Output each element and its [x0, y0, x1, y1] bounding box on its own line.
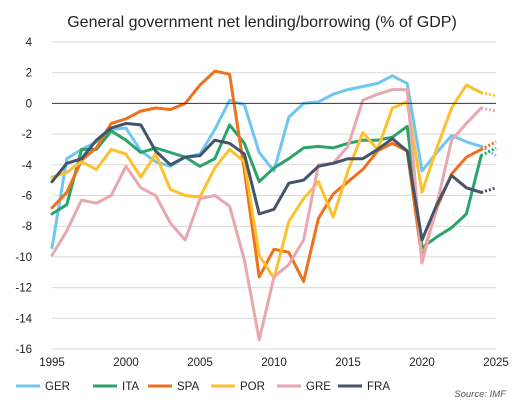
- y-tick-label: -14: [15, 313, 32, 325]
- x-tick-label: 2015: [335, 357, 361, 369]
- series-line-ita: [50, 123, 483, 250]
- grid-lines: [52, 41, 496, 350]
- series-projection-gre: [480, 106, 497, 113]
- y-axis: 4 2 0 -2 -4 -6 -8 -10 -12 -14 -16: [15, 37, 32, 356]
- x-tick-label: 2010: [261, 357, 287, 369]
- x-axis: 1995 2000 2005 2010 2015 2020 2025: [39, 357, 509, 369]
- y-tick-label: 2: [26, 68, 32, 80]
- legend-item-spa: SPA: [148, 381, 199, 393]
- legend-item-ger: GER: [16, 381, 70, 393]
- y-tick-label: 4: [26, 37, 33, 49]
- series-projection-spa: [480, 140, 497, 151]
- series-line-por: [50, 83, 483, 280]
- legend-label: GRE: [306, 381, 331, 393]
- legend-item-ita: ITA: [93, 381, 139, 393]
- legend-item-fra: FRA: [338, 381, 390, 393]
- source-note: Source: IMF: [454, 389, 507, 400]
- y-tick-label: -10: [15, 252, 32, 264]
- series-lines: [50, 69, 497, 342]
- legend-item-por: POR: [211, 381, 265, 393]
- y-tick-label: -4: [22, 160, 33, 172]
- y-tick-label: -2: [22, 129, 32, 141]
- series-projection-por: [480, 91, 497, 98]
- legend-label: ITA: [122, 381, 139, 393]
- chart-title: General government net lending/borrowing…: [67, 14, 457, 31]
- x-tick-label: 1995: [39, 357, 65, 369]
- y-tick-label: -12: [15, 283, 32, 295]
- series-line-ger: [50, 74, 483, 250]
- x-tick-label: 2000: [113, 357, 139, 369]
- legend-label: SPA: [177, 381, 199, 393]
- y-tick-label: -6: [22, 191, 32, 203]
- series-projection-ita: [480, 146, 497, 157]
- y-tick-label: 0: [26, 98, 32, 110]
- legend-label: POR: [240, 381, 265, 393]
- x-tick-label: 2025: [483, 357, 509, 369]
- x-tick-label: 2005: [187, 357, 213, 369]
- series-line-gre: [50, 88, 483, 342]
- legend-label: FRA: [367, 381, 390, 393]
- y-tick-label: -8: [22, 221, 32, 233]
- series-line-fra: [50, 121, 483, 242]
- legend-item-gre: GRE: [277, 381, 331, 393]
- series-projection-fra: [480, 186, 497, 194]
- legend-label: GER: [45, 381, 70, 393]
- legend: GER ITA SPA POR GRE FRA: [16, 381, 390, 393]
- y-tick-label: -16: [15, 344, 32, 356]
- x-tick-label: 2020: [409, 357, 435, 369]
